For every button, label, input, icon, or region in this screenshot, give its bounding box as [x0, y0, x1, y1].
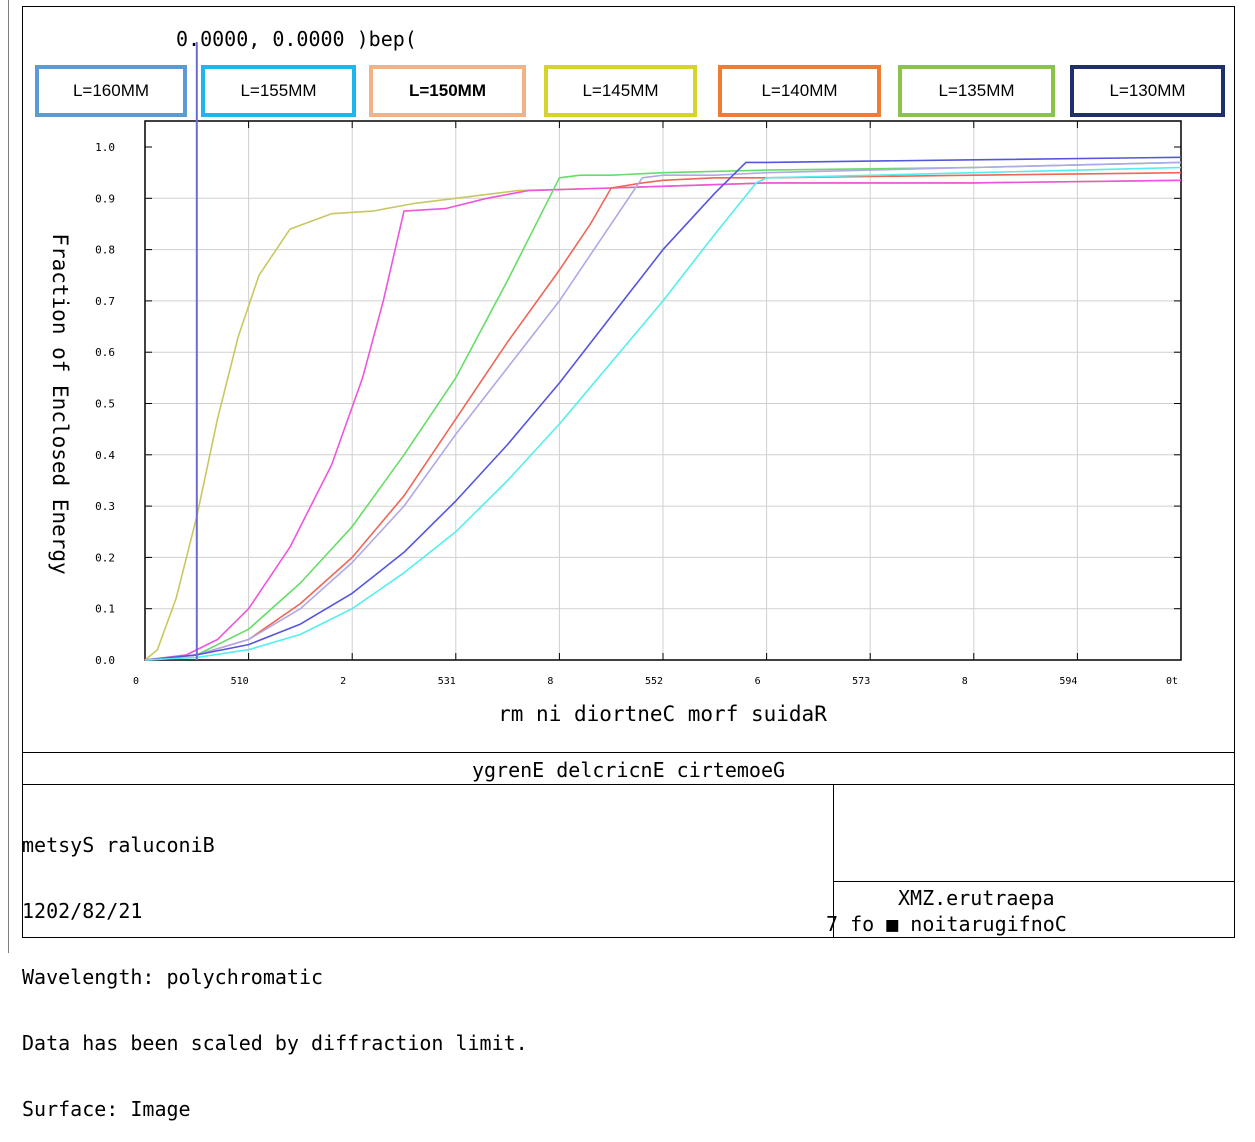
- info-block: metsyS raluconiB 1202/82/21 Wavelength: …: [22, 790, 528, 1142]
- y-tick-label: 0.3: [95, 500, 115, 513]
- cursor-readout: 0.0000, 0.0000 )bep(: [176, 27, 417, 51]
- x-tick-label: 0: [133, 676, 139, 687]
- info-line-surface: Surface: Image: [22, 1097, 191, 1121]
- series-line-6: [144, 156, 1182, 661]
- legend-item: L=135MM: [898, 65, 1055, 117]
- info-line-scaling: Data has been scaled by diffraction limi…: [22, 1031, 528, 1055]
- legend-label: L=150MM: [409, 81, 486, 100]
- legend-label: L=140MM: [761, 81, 838, 100]
- info-line-date: 1202/82/21: [22, 899, 143, 923]
- x-axis-label: rm ni diortneC morf suidaR: [498, 702, 827, 726]
- series-line-7: [144, 166, 1182, 661]
- file-name: XMZ.erutraepa: [898, 886, 1055, 910]
- x-tick-label: 2: [340, 676, 346, 687]
- x-tick-label: 0t: [1166, 676, 1178, 687]
- legend-item: L=160MM: [35, 65, 187, 117]
- x-tick-label: 594: [1059, 676, 1077, 687]
- legend-label: L=145MM: [582, 81, 659, 100]
- y-tick-label: 0.6: [95, 346, 115, 359]
- y-tick-label: 0.4: [95, 449, 115, 462]
- y-tick-label: 0.7: [95, 295, 115, 308]
- legend-label: L=160MM: [72, 81, 150, 100]
- y-tick-label: 0.8: [95, 244, 115, 257]
- y-tick-label: 0.2: [95, 551, 115, 564]
- legend-item: L=140MM: [718, 65, 881, 117]
- legend-label: L=135MM: [938, 81, 1015, 100]
- y-tick-label: 0.9: [95, 192, 115, 205]
- x-tick-label: 531: [438, 676, 456, 687]
- info-line-system: metsyS raluconiB: [22, 833, 215, 857]
- divider-right: [833, 881, 1235, 882]
- legend-label: L=130MM: [1109, 81, 1186, 100]
- legend-item: L=130MM: [1070, 65, 1225, 117]
- series-line-5: [144, 161, 1182, 661]
- x-tick-label: 510: [231, 676, 249, 687]
- y-tick-label: 0.5: [95, 398, 115, 411]
- y-axis-label: Fraction of Enclosed Energy: [48, 233, 72, 575]
- series-line-2: [144, 179, 1182, 661]
- y-tick-label: 0.0: [95, 654, 115, 667]
- x-tick-label: 8: [547, 676, 553, 687]
- legend-item: L=155MM: [201, 65, 356, 117]
- plot-title: ygrenE delcricnE cirtemoeG: [471, 758, 786, 782]
- divider-vertical: [833, 784, 834, 938]
- y-tick-label: 1.0: [95, 141, 115, 154]
- chart-area: 0 510 2 531 8 552 6 573 8 594 0t 0.0 0.1 0.2 0.3 0.4 0.5…: [95, 42, 1182, 687]
- legend-item: L=150MM: [369, 65, 526, 117]
- series-line-3: [144, 161, 1182, 661]
- x-tick-label: 552: [645, 676, 663, 687]
- series-line-4: [144, 171, 1182, 661]
- legend-item: L=145MM: [544, 65, 697, 117]
- y-tick-label: 0.1: [95, 603, 115, 616]
- plot-frame: [22, 6, 1235, 938]
- x-tick-label: 6: [755, 676, 761, 687]
- divider-title: [22, 784, 1235, 785]
- x-tick-label: 8: [962, 676, 968, 687]
- info-line-wavelength: Wavelength: polychromatic: [22, 965, 324, 989]
- divider-top: [22, 752, 1235, 753]
- configuration-label: 7 fo ■ noitarugifnoC: [826, 912, 1067, 936]
- x-tick-label: 573: [852, 676, 870, 687]
- window-left-edge: [8, 0, 9, 953]
- legend-label: L=155MM: [240, 81, 317, 100]
